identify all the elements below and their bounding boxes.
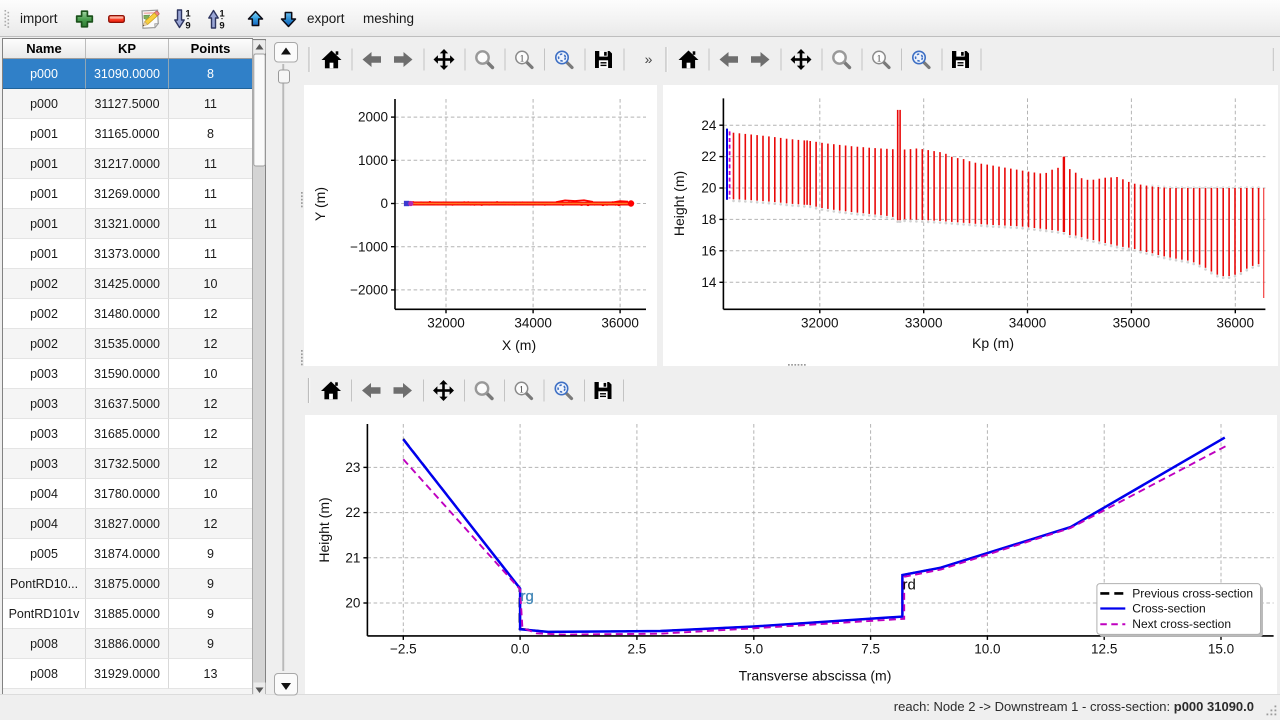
svg-text:32000: 32000	[801, 315, 839, 330]
svg-text:18: 18	[701, 212, 716, 227]
svg-text:Height (m): Height (m)	[316, 497, 332, 562]
svg-text:0: 0	[380, 196, 388, 211]
svg-text:10.0: 10.0	[974, 641, 1000, 656]
svg-text:12.5: 12.5	[1091, 641, 1117, 656]
svg-text:32000: 32000	[427, 315, 465, 330]
svg-text:16: 16	[701, 243, 716, 258]
svg-text:2.5: 2.5	[628, 641, 647, 656]
svg-text:33000: 33000	[905, 315, 943, 330]
svg-text:Y (m): Y (m)	[312, 187, 328, 221]
svg-text:20: 20	[701, 181, 716, 196]
svg-text:22: 22	[701, 149, 716, 164]
svg-text:35000: 35000	[1113, 315, 1151, 330]
svg-text:24: 24	[701, 118, 717, 133]
svg-text:−1000: −1000	[350, 239, 388, 254]
svg-text:Transverse abscissa (m): Transverse abscissa (m)	[739, 668, 892, 684]
svg-text:2000: 2000	[358, 110, 388, 125]
svg-text:X (m): X (m)	[502, 337, 536, 353]
svg-text:Previous cross-section: Previous cross-section	[1132, 586, 1253, 600]
svg-text:9: 9	[219, 21, 224, 32]
svg-text:34000: 34000	[514, 315, 552, 330]
svg-text:rd: rd	[903, 577, 916, 594]
svg-text:22: 22	[345, 505, 360, 520]
svg-text:34000: 34000	[1009, 315, 1047, 330]
svg-text:20: 20	[345, 596, 360, 611]
svg-text:36000: 36000	[601, 315, 639, 330]
svg-text:5.0: 5.0	[744, 641, 763, 656]
svg-text:14: 14	[701, 275, 717, 290]
svg-text:7.5: 7.5	[861, 641, 880, 656]
svg-text:−2000: −2000	[350, 283, 388, 298]
svg-text:Kp (m): Kp (m)	[972, 335, 1014, 351]
svg-text:Height (m): Height (m)	[671, 171, 687, 236]
svg-text:1: 1	[519, 384, 524, 394]
svg-text:1: 1	[877, 53, 882, 63]
svg-text:36000: 36000	[1217, 315, 1255, 330]
svg-text:Next cross-section: Next cross-section	[1132, 617, 1231, 631]
svg-text:1: 1	[520, 53, 525, 63]
svg-text:23: 23	[345, 460, 360, 475]
svg-text:Cross-section: Cross-section	[1132, 602, 1205, 616]
svg-text:21: 21	[345, 550, 360, 565]
svg-text:−2.5: −2.5	[390, 641, 417, 656]
svg-text:9: 9	[185, 21, 190, 32]
svg-text:»: »	[645, 51, 653, 67]
svg-text:1000: 1000	[358, 153, 388, 168]
svg-text:15.0: 15.0	[1208, 641, 1234, 656]
svg-text:rg: rg	[521, 588, 534, 605]
svg-text:1: 1	[219, 9, 225, 20]
svg-text:1: 1	[185, 9, 191, 20]
svg-text:0.0: 0.0	[511, 641, 530, 656]
